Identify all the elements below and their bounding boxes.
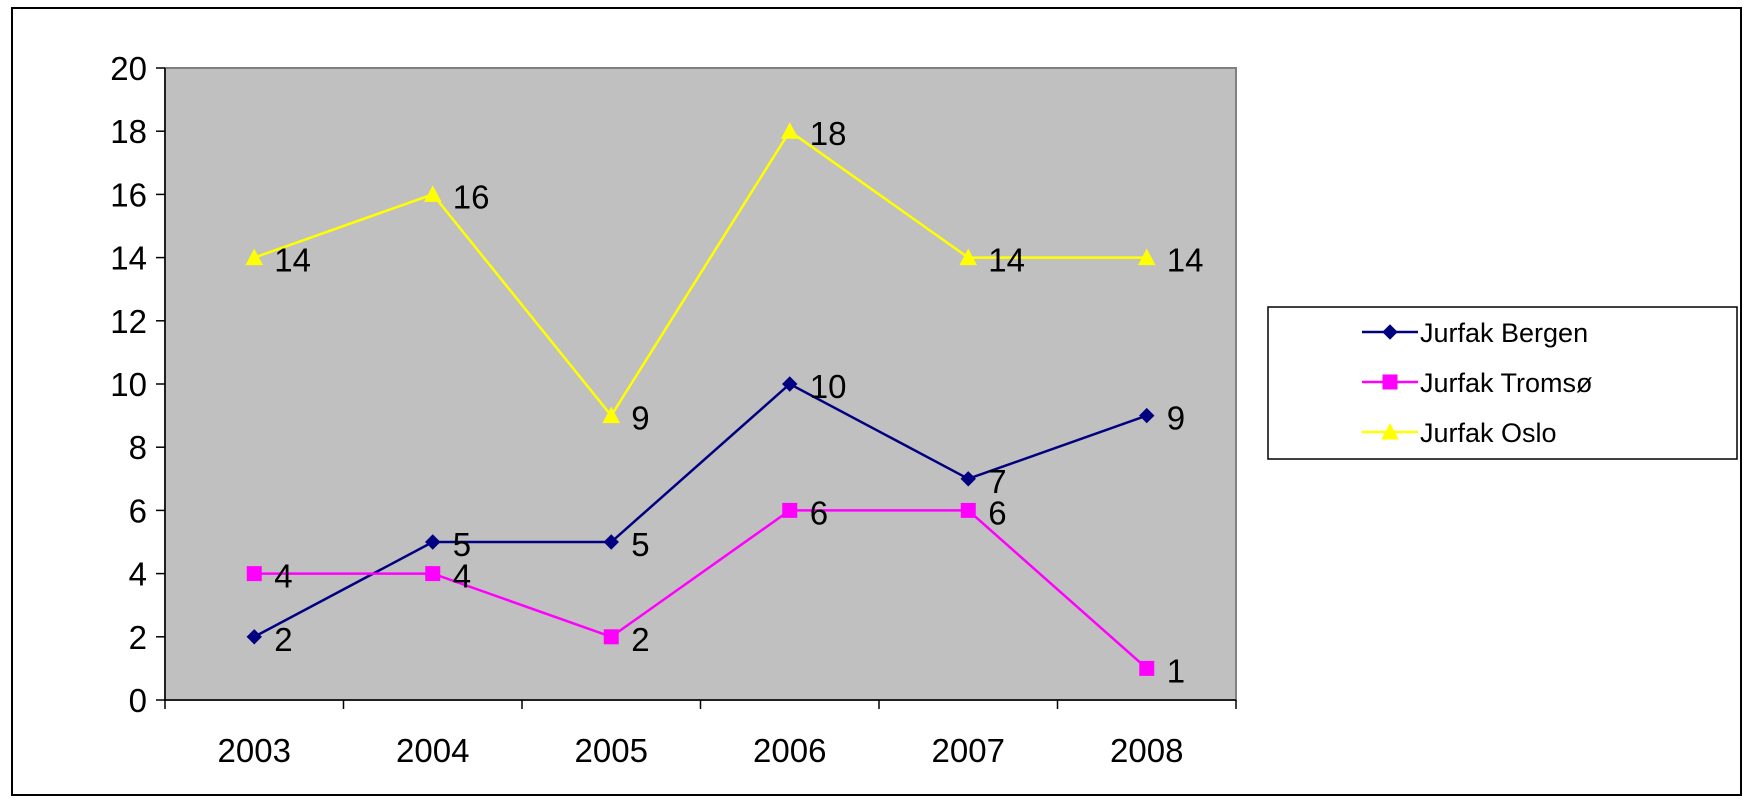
legend-marker-jurfak-troms- bbox=[1382, 374, 1398, 390]
data-label-jurfak-oslo: 14 bbox=[988, 242, 1025, 279]
legend: Jurfak Bergen Jurfak Tromsø Jurfak Oslo bbox=[1267, 306, 1738, 460]
data-label-jurfak-bergen: 5 bbox=[453, 526, 471, 563]
data-point-jurfak-bergen bbox=[603, 534, 619, 550]
data-label-jurfak-oslo: 14 bbox=[1167, 242, 1204, 279]
data-point-jurfak-troms- bbox=[425, 566, 441, 582]
data-point-jurfak-oslo bbox=[780, 122, 799, 139]
data-label-jurfak-oslo: 16 bbox=[453, 178, 490, 215]
data-point-jurfak-troms- bbox=[246, 566, 262, 582]
data-point-jurfak-bergen bbox=[782, 376, 798, 392]
series-line-jurfak-oslo bbox=[253, 129, 1147, 418]
data-point-jurfak-oslo bbox=[423, 185, 442, 202]
data-point-jurfak-bergen bbox=[425, 534, 441, 550]
data-label-jurfak-troms-: 4 bbox=[453, 558, 471, 595]
y-tick-label: 8 bbox=[129, 429, 147, 466]
data-point-jurfak-bergen bbox=[960, 471, 976, 487]
data-point-jurfak-oslo bbox=[602, 406, 621, 424]
data-point-jurfak-oslo bbox=[245, 248, 264, 266]
series-line-jurfak-bergen bbox=[253, 382, 1148, 638]
data-point-jurfak-troms- bbox=[960, 502, 976, 518]
data-label-jurfak-troms-: 4 bbox=[274, 558, 292, 595]
y-tick-label: 18 bbox=[110, 113, 147, 150]
y-tick-label: 6 bbox=[129, 492, 147, 529]
x-tick-label: 2005 bbox=[575, 732, 648, 769]
data-point-jurfak-troms- bbox=[1139, 660, 1155, 676]
legend-marker-jurfak-oslo bbox=[1381, 422, 1399, 440]
data-label-jurfak-bergen: 7 bbox=[988, 463, 1006, 500]
data-label-jurfak-troms-: 1 bbox=[1167, 652, 1185, 689]
data-point-jurfak-troms- bbox=[603, 629, 619, 645]
series-line-jurfak-troms- bbox=[254, 509, 1148, 670]
y-tick-label: 10 bbox=[110, 366, 147, 403]
x-tick-label: 2004 bbox=[396, 732, 469, 769]
data-label-jurfak-oslo: 18 bbox=[810, 115, 847, 152]
y-tick-label: 16 bbox=[110, 176, 147, 213]
data-label-jurfak-bergen: 9 bbox=[1167, 400, 1185, 437]
legend-label-jurfak-oslo: Jurfak Oslo bbox=[1420, 418, 1557, 448]
y-tick-label: 12 bbox=[110, 303, 147, 340]
data-point-jurfak-bergen bbox=[1139, 407, 1155, 424]
data-label-jurfak-troms-: 6 bbox=[810, 494, 828, 531]
series-layer bbox=[245, 122, 1156, 676]
data-point-jurfak-bergen bbox=[246, 629, 262, 645]
y-tick-label: 2 bbox=[129, 619, 147, 656]
x-tick-label: 2003 bbox=[218, 732, 291, 769]
labels-layer: 2 5 5 10 7 9 4 4 2 6 6 1 14 16 9 18 14 14 bbox=[274, 115, 1203, 689]
data-point-jurfak-oslo bbox=[959, 248, 978, 266]
plot-area bbox=[164, 67, 1237, 701]
data-label-jurfak-oslo: 14 bbox=[274, 242, 311, 279]
y-tick-label: 20 bbox=[110, 50, 147, 87]
legend-marker-jurfak-bergen bbox=[1382, 324, 1398, 340]
y-tick-label: 14 bbox=[110, 240, 147, 277]
legend-box bbox=[1267, 306, 1738, 460]
data-label-jurfak-troms-: 2 bbox=[631, 621, 649, 658]
x-tick-label: 2006 bbox=[753, 732, 826, 769]
data-label-jurfak-bergen: 2 bbox=[274, 621, 292, 658]
legend-label-jurfak-bergen: Jurfak Bergen bbox=[1420, 318, 1588, 348]
legend-label-jurfak-troms-: Jurfak Tromsø bbox=[1420, 368, 1593, 398]
data-label-jurfak-troms-: 6 bbox=[988, 494, 1006, 531]
data-label-jurfak-bergen: 5 bbox=[631, 526, 649, 563]
data-label-jurfak-oslo: 9 bbox=[631, 400, 649, 437]
data-point-jurfak-troms- bbox=[782, 502, 798, 518]
x-tick-label: 2008 bbox=[1110, 732, 1183, 769]
data-label-jurfak-bergen: 10 bbox=[810, 368, 847, 405]
data-point-jurfak-oslo bbox=[1137, 248, 1156, 266]
y-tick-label: 4 bbox=[129, 556, 147, 593]
x-tick-label: 2007 bbox=[932, 732, 1005, 769]
y-tick-label: 0 bbox=[129, 682, 147, 719]
